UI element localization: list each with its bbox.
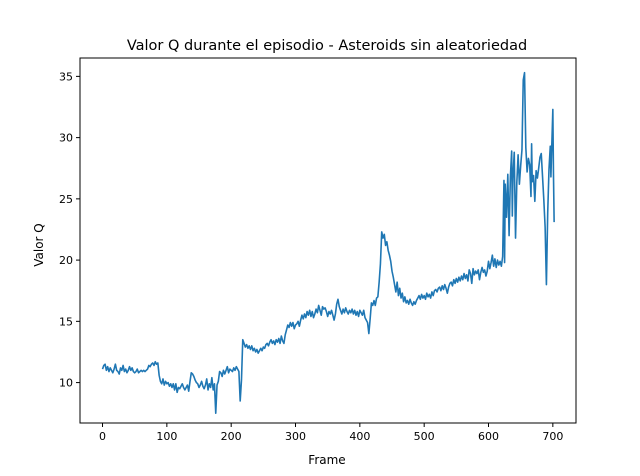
x-tick-label: 300 [285, 430, 306, 443]
y-tick-label: 35 [59, 70, 73, 83]
x-tick-label: 200 [221, 430, 242, 443]
x-tick-label: 400 [349, 430, 370, 443]
y-tick-label: 10 [59, 377, 73, 390]
x-axis-ticks: 0 100 200 300 400 500 600 700 [99, 423, 563, 443]
y-axis-ticks: 10 15 20 25 30 35 [59, 70, 80, 390]
plot-area-frame [79, 57, 577, 424]
y-tick-label: 15 [59, 315, 73, 328]
y-axis-label: Valor Q [32, 223, 46, 267]
x-tick-label: 0 [99, 430, 106, 443]
x-tick-label: 500 [414, 430, 435, 443]
x-tick-label: 100 [156, 430, 177, 443]
x-tick-label: 700 [542, 430, 563, 443]
y-tick-label: 20 [59, 254, 73, 267]
y-tick-label: 30 [59, 132, 73, 145]
series-line [101, 71, 555, 415]
chart-title: Valor Q durante el episodio - Asteroids … [127, 38, 527, 54]
y-tick-label: 25 [59, 193, 73, 206]
x-axis-label: Frame [308, 453, 345, 467]
series-layer [101, 71, 555, 415]
x-tick-label: 600 [478, 430, 499, 443]
